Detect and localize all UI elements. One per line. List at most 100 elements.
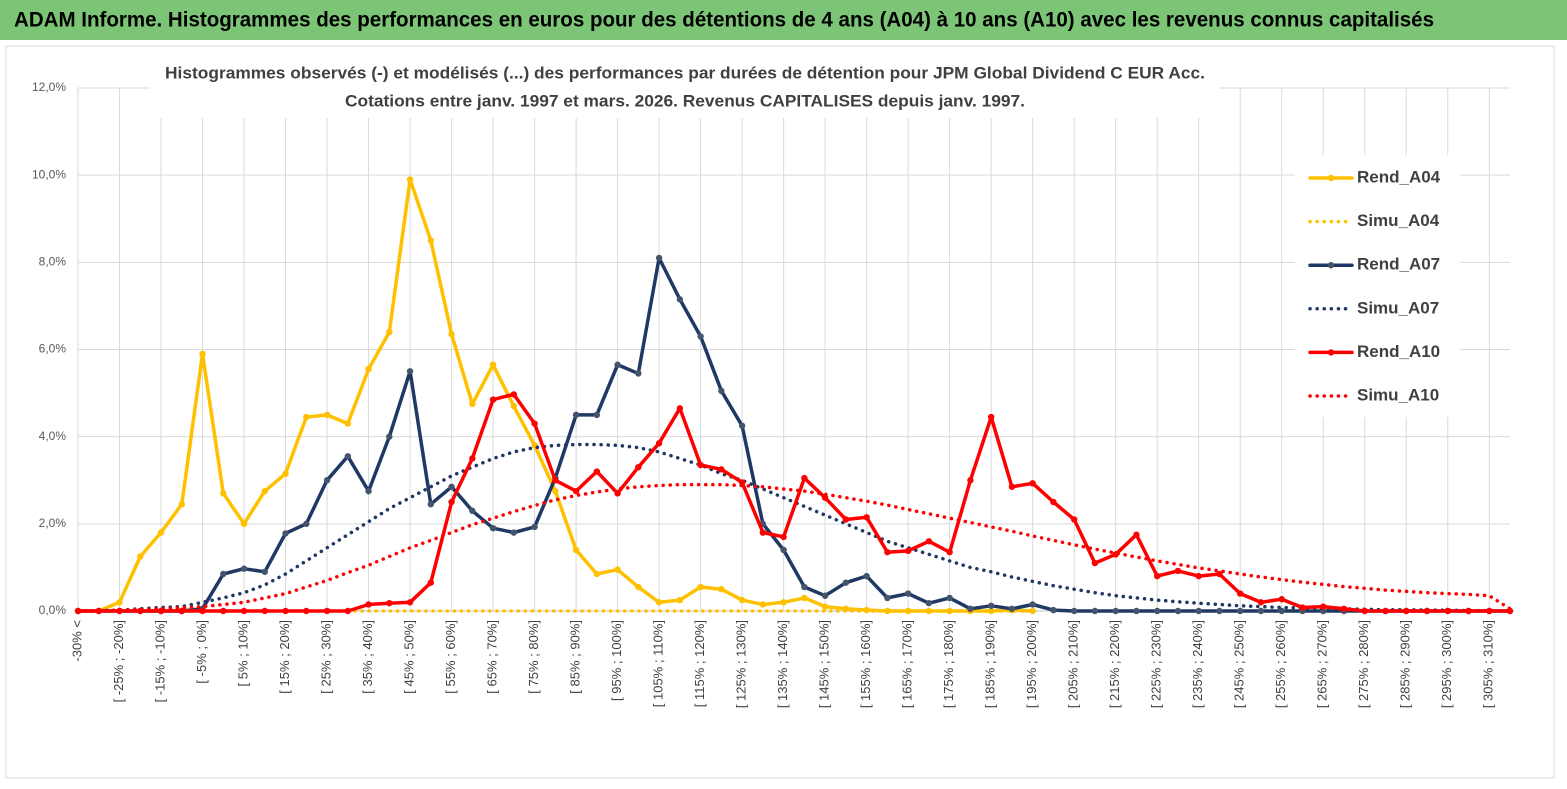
series-marker bbox=[967, 605, 974, 613]
series-marker bbox=[1133, 607, 1140, 615]
series-marker bbox=[987, 602, 995, 609]
series-marker bbox=[946, 548, 953, 556]
x-tick-label: [ 245% ; 250%] bbox=[1232, 620, 1247, 708]
series-marker bbox=[593, 570, 601, 578]
legend-box bbox=[1295, 155, 1460, 417]
series-marker bbox=[884, 594, 891, 602]
x-tick-label: [ 145% ; 150%] bbox=[817, 620, 832, 708]
series-marker bbox=[1299, 604, 1306, 611]
series-marker bbox=[987, 413, 995, 421]
x-tick-label: [ 25% ; 30%] bbox=[318, 620, 333, 694]
series-marker bbox=[386, 599, 393, 607]
series-marker bbox=[655, 440, 663, 447]
series-marker bbox=[303, 607, 310, 615]
series-marker bbox=[614, 566, 621, 573]
x-tick-label: [ 115% ; 120%] bbox=[692, 620, 707, 707]
x-tick-label: [ 305% ; 310%] bbox=[1481, 620, 1496, 708]
x-tick-label: [ 165% ; 170%] bbox=[900, 620, 915, 708]
x-tick-label: [ 15% ; 20%] bbox=[277, 620, 292, 694]
y-tick-label: 12,0% bbox=[32, 80, 66, 94]
series-marker bbox=[718, 586, 725, 593]
series-marker bbox=[1444, 607, 1451, 615]
series-marker bbox=[1216, 570, 1223, 578]
series-marker bbox=[178, 501, 185, 508]
y-tick-label: 10,0% bbox=[32, 167, 66, 181]
series-marker bbox=[614, 490, 621, 497]
x-tick-label: [ -25% ; -20%] bbox=[111, 620, 126, 702]
series-marker bbox=[1174, 607, 1182, 615]
series-marker bbox=[925, 599, 933, 607]
x-tick-label: [ 285% ; 290%] bbox=[1398, 620, 1413, 708]
x-tick-label: [ 195% ; 200%] bbox=[1024, 620, 1039, 708]
series-marker bbox=[1050, 498, 1057, 506]
series-marker bbox=[676, 596, 684, 604]
series-marker bbox=[884, 548, 891, 556]
series-marker bbox=[531, 420, 538, 427]
legend-marker bbox=[1327, 262, 1335, 269]
x-tick-label: [ 215% ; 220%] bbox=[1107, 620, 1122, 708]
series-marker bbox=[1257, 599, 1265, 606]
series-marker bbox=[323, 411, 331, 419]
series-marker bbox=[1153, 572, 1161, 580]
series-line bbox=[76, 442, 1512, 613]
series-marker bbox=[593, 411, 601, 419]
series-marker bbox=[1361, 607, 1368, 615]
series-marker bbox=[1237, 607, 1244, 615]
series-marker bbox=[801, 583, 808, 591]
series-marker bbox=[635, 583, 642, 591]
series-marker bbox=[1216, 607, 1223, 615]
series-marker bbox=[469, 507, 476, 514]
series-marker bbox=[510, 529, 518, 536]
series-marker bbox=[282, 470, 289, 477]
y-tick-label: 4,0% bbox=[39, 429, 67, 443]
series-marker bbox=[1029, 601, 1036, 608]
series-marker bbox=[282, 530, 289, 537]
series-line bbox=[76, 392, 1512, 613]
series-marker bbox=[1465, 607, 1472, 615]
series-marker bbox=[406, 176, 414, 183]
series-marker bbox=[510, 402, 518, 410]
series-marker bbox=[240, 607, 248, 615]
series-marker bbox=[1382, 607, 1389, 615]
series-marker bbox=[448, 498, 455, 506]
chart-subtitle: Cotations entre janv. 1997 et mars. 2026… bbox=[345, 91, 1025, 110]
series-marker bbox=[489, 396, 497, 403]
series-marker bbox=[1237, 590, 1244, 597]
series-marker bbox=[261, 607, 268, 615]
x-tick-label: [ 45% ; 50%] bbox=[401, 620, 416, 694]
series-marker bbox=[448, 331, 455, 338]
series-marker bbox=[1070, 516, 1078, 523]
series-marker bbox=[427, 579, 435, 586]
series-marker bbox=[427, 501, 435, 508]
series-marker bbox=[801, 594, 808, 602]
series-marker bbox=[821, 494, 829, 501]
series-marker bbox=[323, 477, 331, 484]
series-marker bbox=[157, 529, 165, 536]
series-marker bbox=[1174, 567, 1182, 575]
series-marker bbox=[365, 487, 372, 495]
x-tick-label: [ 255% ; 260%] bbox=[1273, 620, 1288, 708]
series-marker bbox=[261, 487, 268, 495]
series-marker bbox=[303, 413, 310, 421]
y-tick-label: 6,0% bbox=[39, 342, 67, 356]
series-marker bbox=[863, 514, 870, 521]
x-tick-label: [ 65% ; 70%] bbox=[485, 620, 500, 694]
x-tick-label: [ 125% ; 130%] bbox=[734, 620, 749, 708]
series-marker bbox=[738, 596, 746, 604]
x-tick-label: [ 35% ; 40%] bbox=[360, 620, 375, 694]
series-marker bbox=[406, 368, 414, 375]
series-marker bbox=[344, 607, 351, 615]
series-marker bbox=[572, 411, 580, 419]
legend-marker bbox=[1327, 174, 1335, 182]
series-marker bbox=[780, 599, 787, 606]
series-line bbox=[76, 482, 1512, 613]
series-marker bbox=[116, 599, 123, 606]
series-marker bbox=[344, 420, 351, 427]
series-marker bbox=[842, 579, 850, 586]
series-marker bbox=[240, 565, 248, 572]
series-marker bbox=[1153, 607, 1161, 615]
series-marker bbox=[1195, 572, 1202, 580]
series-marker bbox=[718, 466, 725, 473]
series-marker bbox=[489, 524, 497, 532]
